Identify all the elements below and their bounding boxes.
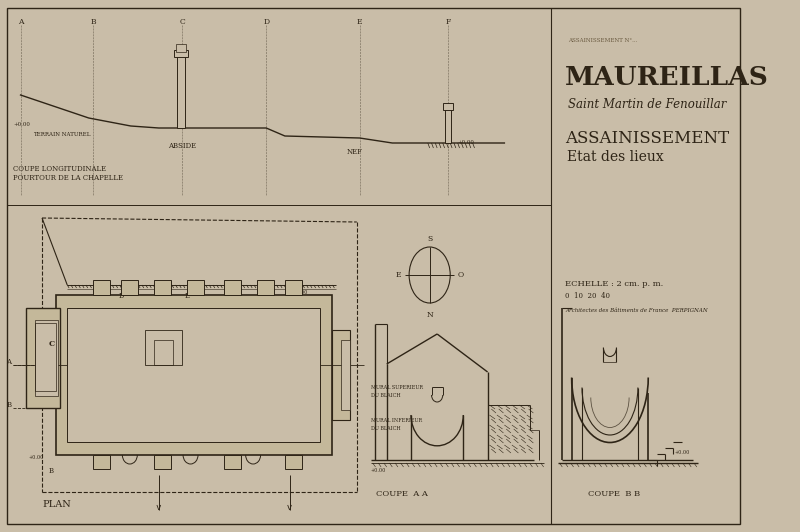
Text: PLAN: PLAN xyxy=(42,500,70,509)
Text: C: C xyxy=(48,340,54,348)
Bar xyxy=(174,50,188,57)
Bar xyxy=(445,108,451,143)
Text: S: S xyxy=(427,235,432,243)
Text: ASSAINISSEMENT: ASSAINISSEMENT xyxy=(565,130,730,147)
Text: DU BLAICH: DU BLAICH xyxy=(371,426,401,431)
Bar xyxy=(257,280,274,295)
Text: F: F xyxy=(446,18,451,26)
Text: +0.00: +0.00 xyxy=(458,140,474,145)
Text: D: D xyxy=(263,18,270,26)
Bar xyxy=(56,295,331,455)
Text: A: A xyxy=(6,358,11,366)
Text: +0.00: +0.00 xyxy=(674,450,690,455)
Bar xyxy=(26,308,60,408)
Text: B: B xyxy=(6,401,11,409)
Text: Etat des lieux: Etat des lieux xyxy=(567,150,664,164)
Bar xyxy=(154,340,173,365)
Bar xyxy=(67,308,320,442)
Text: COUPE  A A: COUPE A A xyxy=(376,490,427,498)
Text: D: D xyxy=(118,292,124,300)
Bar xyxy=(224,455,241,469)
Bar xyxy=(442,103,453,110)
Bar xyxy=(285,280,302,295)
Bar xyxy=(187,280,204,295)
Text: C: C xyxy=(179,18,185,26)
Bar xyxy=(94,455,110,469)
Text: +0.00: +0.00 xyxy=(13,122,30,127)
Text: ASSAINISSEMENT N°...: ASSAINISSEMENT N°... xyxy=(568,38,638,43)
Text: 0  10  20  40: 0 10 20 40 xyxy=(565,292,610,300)
Text: MURAL SUPERIEUR: MURAL SUPERIEUR xyxy=(371,385,423,390)
Text: TERRAIN NATUREL: TERRAIN NATUREL xyxy=(33,132,90,137)
Bar xyxy=(285,455,302,469)
Text: DU BLAICH: DU BLAICH xyxy=(371,393,401,398)
Bar xyxy=(224,280,241,295)
Bar xyxy=(154,455,171,469)
Bar xyxy=(94,280,110,295)
Bar xyxy=(122,280,138,295)
Text: MURAL INFERIEUR: MURAL INFERIEUR xyxy=(371,418,422,423)
Text: E: E xyxy=(357,18,362,26)
Bar xyxy=(145,330,182,365)
Text: B: B xyxy=(49,467,54,475)
Bar xyxy=(154,280,171,295)
Text: COUPE LONGITUDINALE
POURTOUR DE LA CHAPELLE: COUPE LONGITUDINALE POURTOUR DE LA CHAPE… xyxy=(13,165,123,182)
Text: MAUREILLAS: MAUREILLAS xyxy=(565,65,769,90)
Text: +0.00: +0.00 xyxy=(293,290,308,295)
Text: E: E xyxy=(184,292,190,300)
Bar xyxy=(177,55,185,128)
Text: N: N xyxy=(426,311,433,319)
Bar xyxy=(35,320,58,396)
Text: +0.00: +0.00 xyxy=(28,455,43,460)
Text: A: A xyxy=(18,18,23,26)
Text: +0.00: +0.00 xyxy=(371,468,386,473)
Text: ECHELLE : 2 cm. p. m.: ECHELLE : 2 cm. p. m. xyxy=(565,280,663,288)
Text: O: O xyxy=(458,271,464,279)
Text: B: B xyxy=(90,18,96,26)
Text: Saint Martin de Fenouillar: Saint Martin de Fenouillar xyxy=(568,98,726,111)
Bar xyxy=(176,44,186,52)
Text: E: E xyxy=(396,271,402,279)
Text: ABSIDE: ABSIDE xyxy=(168,142,196,150)
Text: Architectes des Bâtiments de France  PERPIGNAN: Architectes des Bâtiments de France PERP… xyxy=(565,308,708,313)
Text: COUPE  B B: COUPE B B xyxy=(588,490,640,498)
Bar xyxy=(341,340,350,410)
Bar xyxy=(35,323,56,391)
Bar xyxy=(331,330,350,420)
Text: NEF: NEF xyxy=(347,148,363,156)
